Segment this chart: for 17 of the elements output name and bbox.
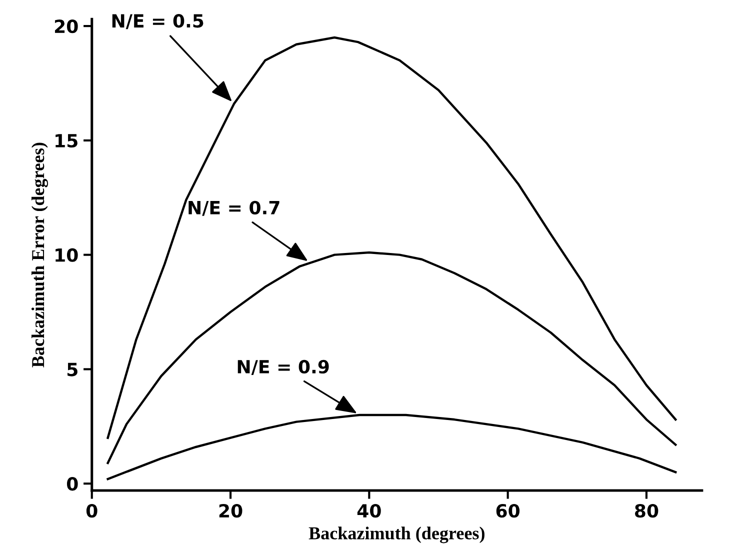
y-tick-label: 10	[56, 248, 78, 262]
x-axis-title: Backazimuth (degrees)	[308, 526, 484, 544]
x-tick-label: 20	[219, 504, 242, 518]
y-tick-label: 5	[68, 362, 78, 376]
x-tick-label: 0	[86, 504, 98, 518]
x-tick-label: 40	[357, 504, 381, 518]
text: N/E = 0.9	[238, 360, 329, 375]
line-series	[106, 36, 677, 439]
text: N/E = 0.5	[112, 14, 204, 30]
y-tick-label: 15	[56, 134, 78, 148]
y-tick-label: 20	[54, 20, 78, 34]
x-tick-label: 80	[635, 504, 658, 518]
text: N/E = 0.7	[188, 200, 280, 216]
x-tick-label: 60	[496, 504, 520, 518]
y-axis-title: Backazimuth Error (degrees)	[31, 142, 48, 368]
y-tick-label: 0	[66, 477, 78, 491]
line-series	[106, 251, 677, 464]
